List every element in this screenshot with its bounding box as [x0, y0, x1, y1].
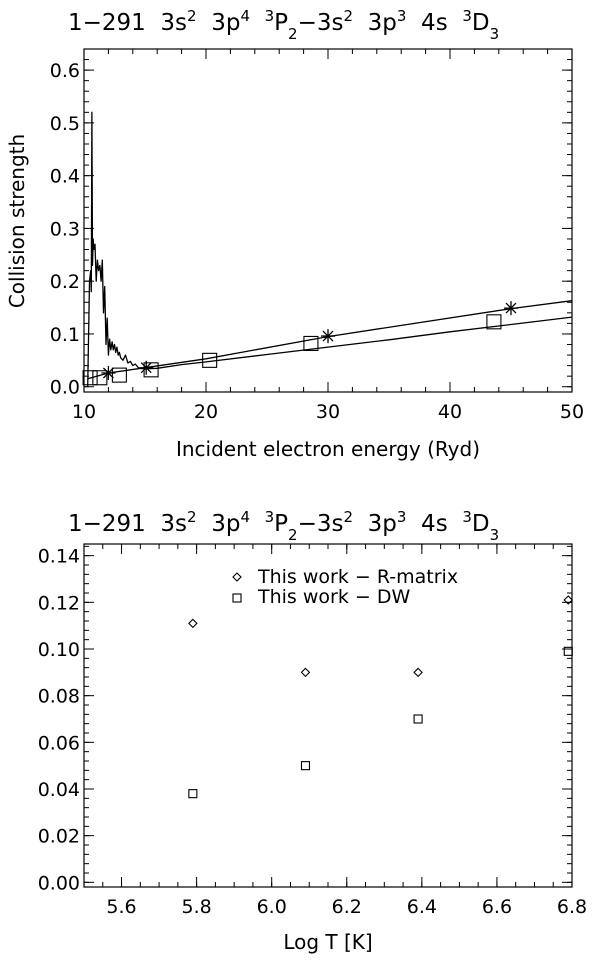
title-part: 2 [187, 7, 197, 25]
title-part: 3 [397, 508, 407, 526]
data-point-square [202, 352, 218, 368]
title-part: D [472, 10, 490, 36]
data-point-square [111, 367, 127, 383]
title-part: 3 [265, 508, 275, 526]
title-part: 4s [406, 511, 462, 537]
y-axis-label: Collision strength [5, 134, 29, 308]
y-tick-label: 0.5 [50, 113, 80, 135]
legend-square-marker [232, 593, 242, 603]
title-part: 4 [240, 508, 250, 526]
series-line [87, 300, 573, 380]
x-tick-label: 40 [438, 401, 462, 423]
data-point-diamond [188, 618, 198, 629]
x-tick-label: 5.8 [182, 896, 212, 918]
y-tick-label: 0.1 [50, 324, 80, 346]
x-tick-label: 5.6 [106, 896, 136, 918]
y-tick-label: 0.04 [38, 779, 80, 801]
collision-strength-chart: 1−291 3s2 3p4 3P2−3s2 3p3 4s 3D3 10 20 30 4… [5, 7, 584, 461]
legend: This work − R-matrix This work − DW [232, 566, 458, 608]
legend-label-dw: This work − DW [257, 586, 410, 608]
x-tick-label: 10 [72, 401, 96, 423]
title-part: 1−291 3s [68, 511, 187, 537]
data-point-square [143, 362, 159, 378]
x-tick-label: 6.8 [557, 896, 587, 918]
data-point-square [563, 646, 573, 656]
y-tick-label: 0.12 [38, 592, 80, 614]
data-point-star [321, 329, 335, 344]
y-tick-label: 0.14 [38, 546, 80, 568]
series-line [87, 111, 573, 387]
y-tick-label: 0.02 [38, 826, 80, 848]
title-part: 3p [353, 10, 397, 36]
title-part: 2 [288, 526, 298, 544]
y-tick-label: 0.3 [50, 218, 80, 240]
data-point-diamond [300, 667, 311, 678]
x-tick-label: 20 [194, 401, 218, 423]
title-part: 3p [197, 10, 241, 36]
x-axis-label: Incident electron energy (Ryd) [176, 437, 480, 461]
axis-ticks: 5.6 5.8 6.0 6.2 6.4 6.6 6.8 0.00 0.02 0.04 0.06 0.0… [38, 544, 587, 918]
title-part: D [472, 511, 490, 537]
title-part: P [274, 10, 288, 36]
title-part [250, 511, 265, 537]
title-part: 3 [462, 7, 472, 25]
x-tick-label: 6.0 [257, 896, 287, 918]
data-point-star [139, 360, 154, 375]
title-part: P [274, 511, 288, 537]
x-axis-label: Log T [K] [283, 930, 372, 954]
data-point-square [486, 314, 502, 330]
data-point-diamond [563, 595, 574, 605]
title-part: 4s [406, 10, 462, 36]
title-part: 3p [197, 511, 241, 537]
title-part: 3 [490, 526, 500, 544]
data-point-square [300, 761, 311, 771]
y-tick-label: 0.08 [38, 686, 80, 708]
data-point-square [188, 789, 198, 799]
title-part: 1−291 3s [68, 10, 187, 36]
data-series [188, 595, 574, 799]
x-tick-label: 6.6 [482, 896, 512, 918]
data-series [82, 111, 573, 387]
y-tick-label: 0.00 [38, 872, 80, 894]
title-part: 2 [343, 7, 353, 25]
data-point-star [101, 366, 116, 381]
legend-label-rmatrix: This work − R-matrix [257, 566, 458, 588]
y-tick-label: 0.10 [38, 639, 80, 661]
title-part [250, 10, 265, 36]
axis-ticks: 10 20 30 40 50 0.0 0.1 0.2 0.3 0.4 0.5 0.6 [50, 49, 584, 423]
x-tick-label: 30 [316, 401, 340, 423]
data-point-square [413, 714, 423, 724]
x-tick-label: 50 [560, 401, 584, 423]
data-point-square [92, 370, 108, 386]
x-tick-label: 6.2 [332, 896, 362, 918]
y-tick-label: 0.06 [38, 732, 80, 754]
title-part: 2 [343, 508, 353, 526]
chart-title: 1−291 3s2 3p4 3P2−3s2 3p3 4s 3D3 [68, 508, 499, 544]
title-part: 4 [240, 7, 250, 25]
title-part: 2 [187, 508, 197, 526]
rate-coefficient-chart: 1−291 3s2 3p4 3P2−3s2 3p3 4s 3D3 5.6 5.8 6… [38, 508, 587, 954]
y-tick-label: 0.0 [50, 377, 80, 399]
y-tick-label: 0.4 [50, 166, 80, 188]
title-part: −3s [298, 511, 344, 537]
title-part: 3 [265, 7, 275, 25]
title-part: 3 [462, 508, 472, 526]
legend-diamond-marker [232, 572, 242, 582]
data-point-square [82, 370, 98, 386]
data-point-diamond [413, 667, 423, 678]
data-point-star [504, 301, 518, 316]
title-part: 3p [353, 511, 397, 537]
title-part: 3 [397, 7, 407, 25]
title-part: −3s [298, 10, 344, 36]
data-point-square [303, 335, 319, 352]
title-part: 3 [490, 25, 500, 43]
x-tick-label: 6.4 [407, 896, 437, 918]
y-tick-label: 0.6 [50, 60, 80, 82]
title-part: 2 [288, 25, 298, 43]
chart-title: 1−291 3s2 3p4 3P2−3s2 3p3 4s 3D3 [68, 7, 499, 43]
y-tick-label: 0.2 [50, 271, 80, 293]
